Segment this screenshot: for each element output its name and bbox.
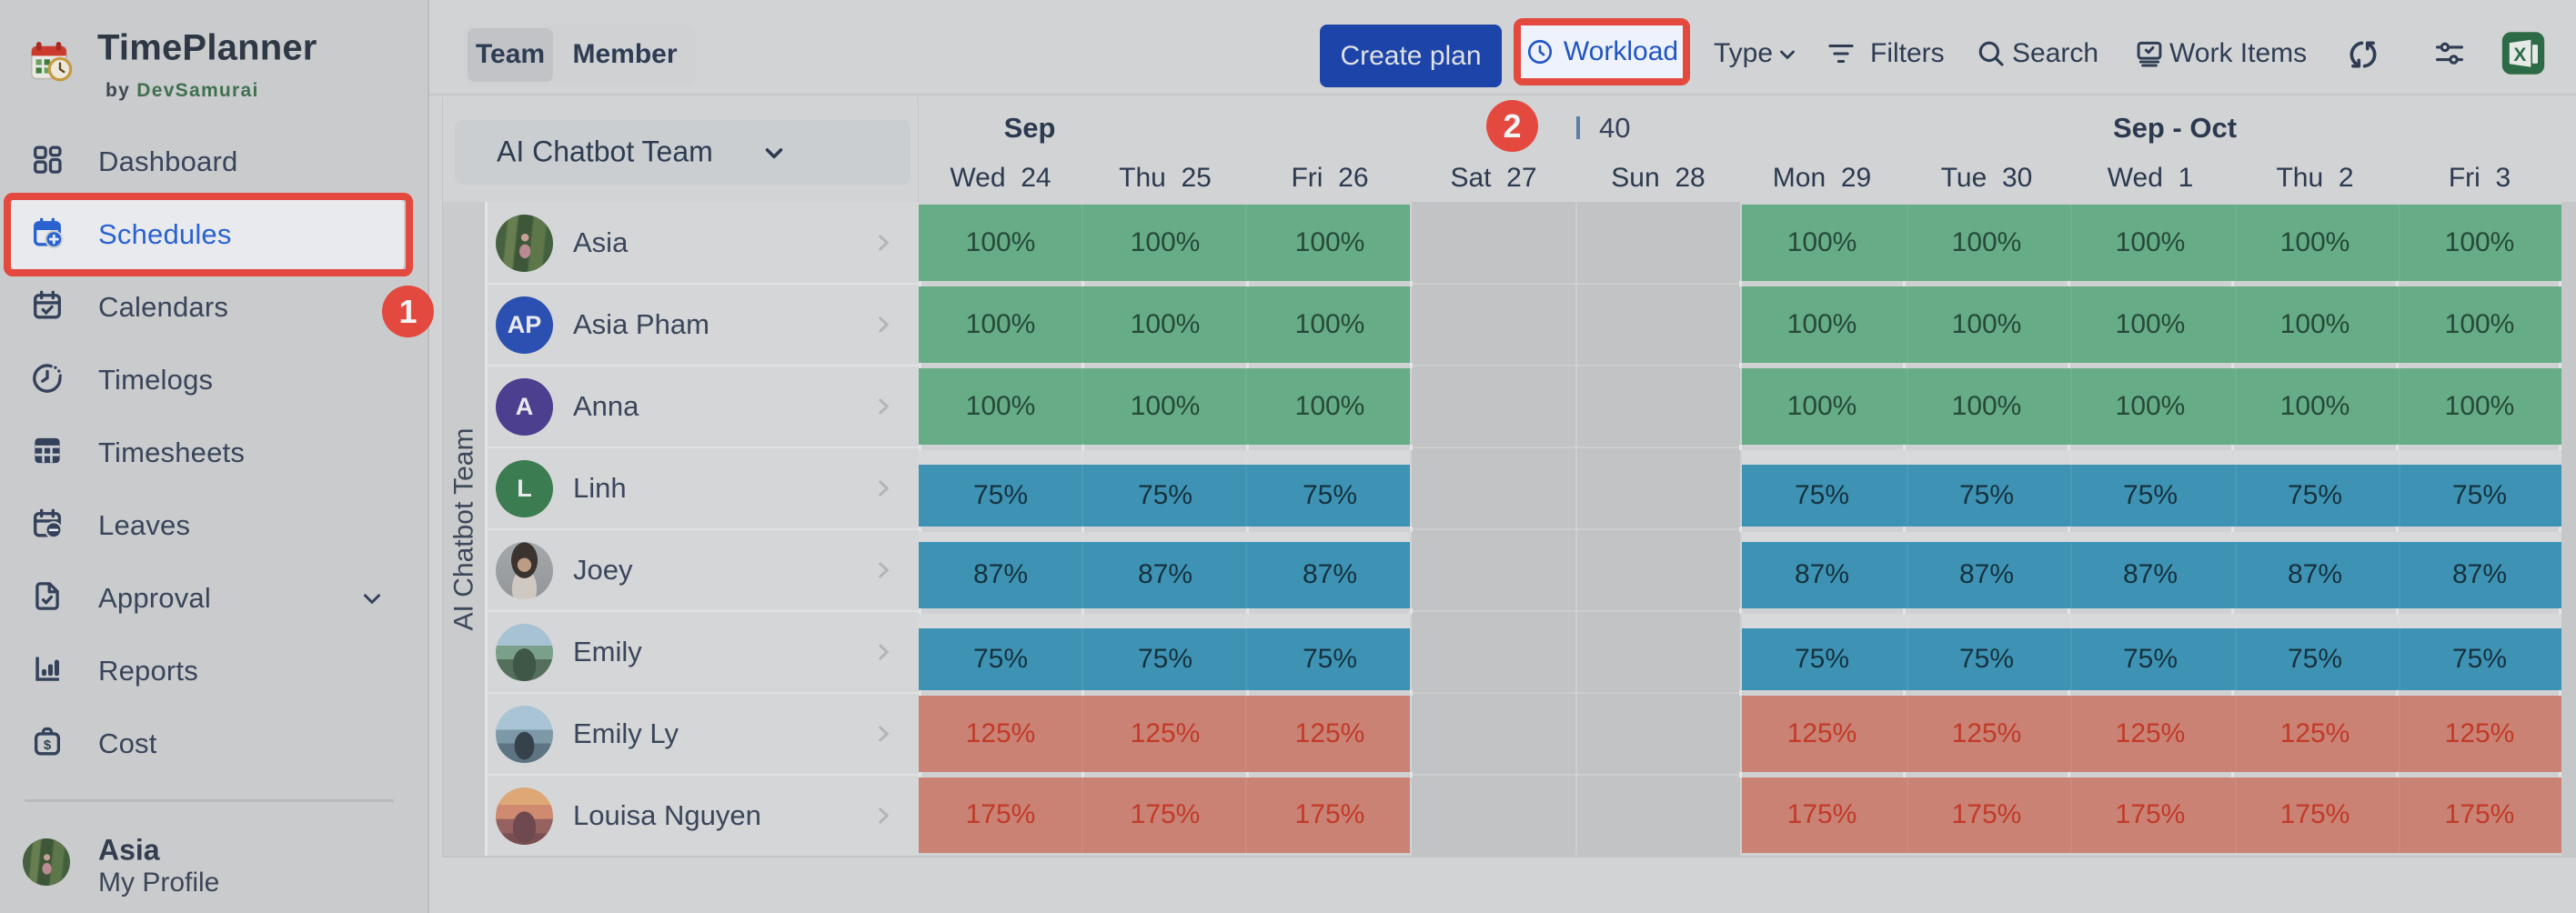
svg-text:$: $ [44,737,52,753]
svg-text:X: X [2513,45,2526,65]
